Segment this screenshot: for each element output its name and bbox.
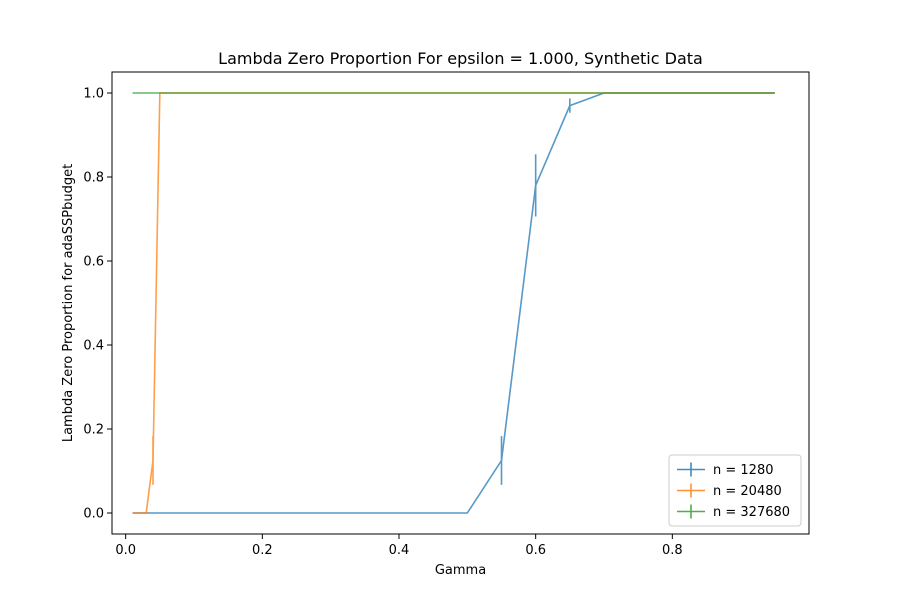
y-axis-label: Lambda Zero Proportion for adaSSPbudget — [61, 164, 76, 442]
legend-label: n = 327680 — [713, 505, 790, 520]
y-tick-label: 0.2 — [83, 423, 104, 438]
y-tick-label: 0.8 — [83, 171, 104, 186]
x-axis: 0.0 0.2 0.4 0.6 0.8 — [115, 534, 683, 558]
y-tick-label: 0.4 — [83, 339, 104, 354]
x-tick-label: 0.4 — [389, 543, 410, 558]
y-tick-label: 0.6 — [83, 255, 104, 270]
legend-item — [677, 462, 705, 477]
legend-item — [677, 504, 705, 519]
y-tick-label: 1.0 — [83, 87, 104, 102]
x-tick-label: 0.8 — [662, 543, 683, 558]
x-axis-label: Gamma — [435, 563, 486, 578]
legend-box — [668, 454, 802, 527]
plot-frame — [111, 71, 810, 535]
legend-item — [677, 483, 705, 498]
x-tick-label: 0.6 — [525, 543, 546, 558]
legend: n = 1280 n = 20480 n = 327680 — [668, 454, 802, 527]
legend-label: n = 1280 — [713, 463, 773, 478]
legend-label: n = 20480 — [713, 484, 782, 499]
series-layer — [132, 92, 775, 514]
x-tick-label: 0.0 — [115, 543, 136, 558]
y-tick-label: 0.0 — [83, 507, 104, 522]
chart-title: Lambda Zero Proportion For epsilon = 1.0… — [218, 49, 703, 68]
y-axis: 0.0 0.2 0.4 0.6 0.8 1.0 — [83, 87, 112, 522]
x-tick-label: 0.2 — [252, 543, 273, 558]
